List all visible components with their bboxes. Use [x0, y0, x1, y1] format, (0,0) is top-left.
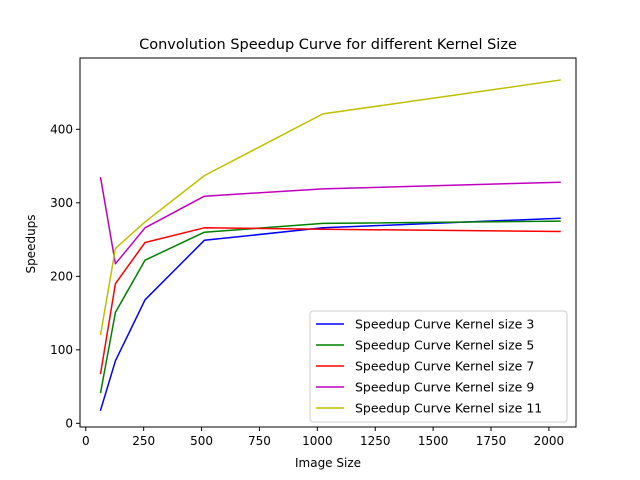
x-tick-label: 2000 [534, 434, 565, 448]
series-layer [99, 79, 561, 412]
chart-title: Convolution Speedup Curve for different … [139, 37, 517, 53]
y-tick-label: 400 [50, 122, 73, 136]
x-tick-label: 250 [132, 434, 155, 448]
y-axis-label: Speedups [24, 214, 38, 273]
x-tick-label: 1250 [360, 434, 391, 448]
y-tick-label: 200 [50, 269, 73, 283]
legend-box [309, 310, 568, 423]
series-line-2 [99, 220, 561, 394]
series-line-5 [99, 79, 561, 336]
axes-frame [79, 57, 577, 428]
x-axis-ticks: 0 250 500 750 1000 1250 1500 1750 2000 [82, 427, 564, 448]
x-axis-label: Image Size [295, 456, 361, 470]
legend-label-4: Speedup Curve Kernel size 9 [355, 380, 534, 395]
x-tick-label: 1500 [418, 434, 449, 448]
legend: Speedup Curve Kernel size 3 Speedup Curve… [309, 310, 568, 423]
y-tick-label: 0 [65, 416, 73, 430]
legend-label-3: Speedup Curve Kernel size 7 [355, 359, 534, 374]
series-line-3 [99, 227, 561, 375]
x-tick-label: 1750 [476, 434, 507, 448]
legend-label-5: Speedup Curve Kernel size 11 [355, 401, 542, 416]
legend-label-1: Speedup Curve Kernel size 3 [355, 317, 534, 332]
y-tick-label: 100 [50, 343, 73, 357]
y-axis-ticks: 0 100 200 300 400 [50, 122, 80, 430]
series-line-1 [99, 217, 561, 412]
x-tick-label: 0 [82, 434, 90, 448]
legend-label-2: Speedup Curve Kernel size 5 [355, 338, 534, 353]
series-line-4 [99, 176, 561, 265]
plot-area [79, 57, 577, 428]
legend-entries: Speedup Curve Kernel size 3 Speedup Curve… [316, 317, 542, 416]
x-tick-label: 500 [190, 434, 213, 448]
y-tick-label: 300 [50, 196, 73, 210]
x-tick-label: 1000 [302, 434, 333, 448]
x-tick-label: 750 [248, 434, 271, 448]
